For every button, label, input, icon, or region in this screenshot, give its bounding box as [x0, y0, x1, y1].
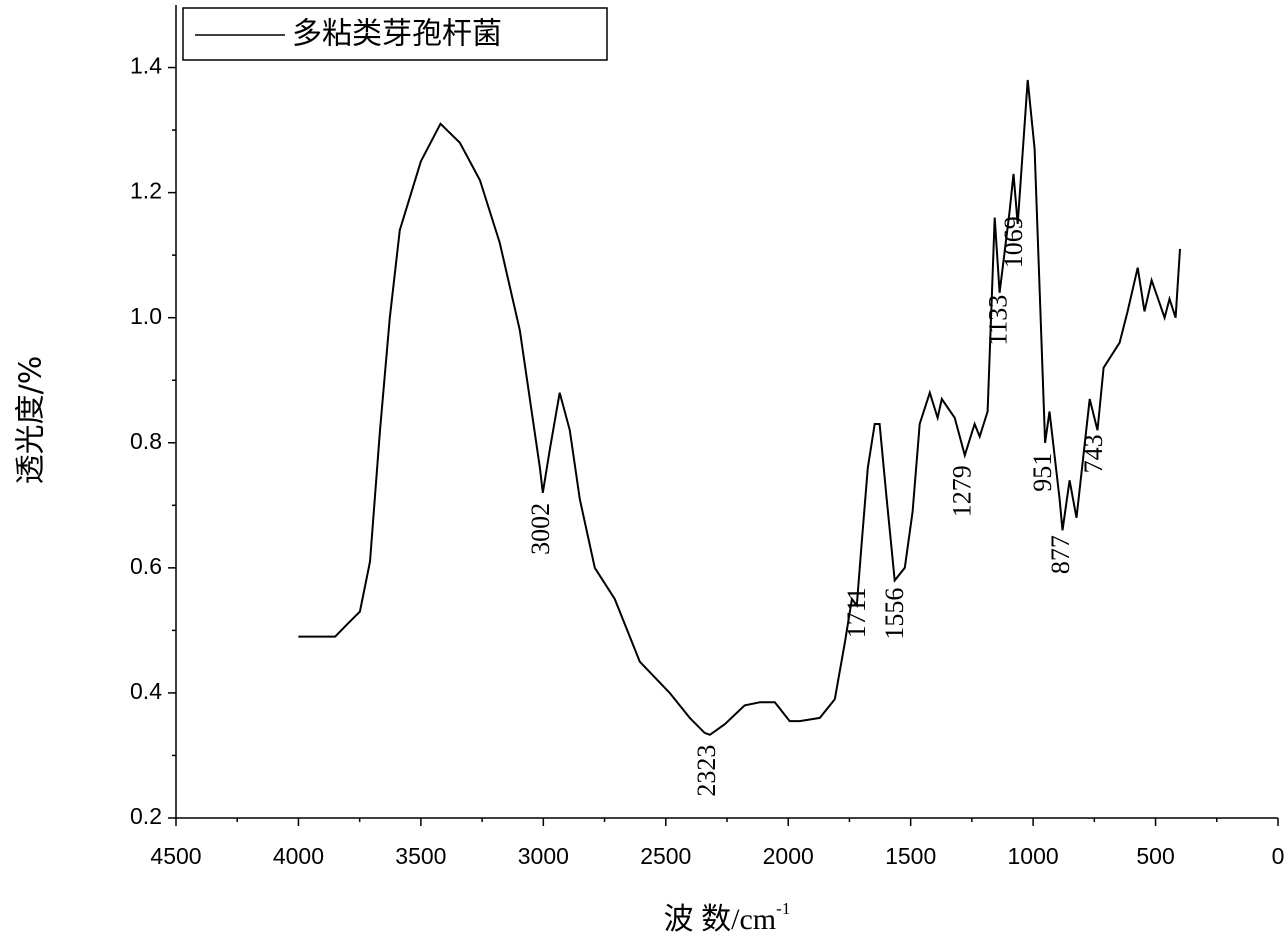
y-tick-label: 0.2: [130, 803, 162, 829]
peak-label: 1711: [842, 587, 871, 638]
legend-label: 多粘类芽孢杆菌: [292, 17, 502, 52]
y-tick-label: 1.4: [130, 53, 162, 79]
peak-label: 2323: [692, 745, 721, 797]
x-tick-label: 2500: [640, 843, 691, 869]
legend-box: [182, 7, 608, 61]
x-tick-label: 4000: [273, 843, 324, 869]
x-axis-label-main: 波 数/cm: [664, 903, 777, 936]
y-tick-label: 0.6: [130, 553, 162, 579]
peak-label: 1279: [948, 465, 977, 517]
peak-label: 1069: [999, 216, 1028, 268]
peak-label: 743: [1079, 434, 1108, 473]
x-tick-label: 3500: [395, 843, 446, 869]
x-tick-label: 500: [1136, 843, 1174, 869]
y-tick-label: 0.4: [130, 678, 162, 704]
x-tick-label: 1000: [1008, 843, 1059, 869]
x-axis-label: 波 数/cm-1: [664, 899, 791, 936]
x-tick-label: 4500: [150, 843, 201, 869]
x-tick-label: 2000: [763, 843, 814, 869]
peak-label: 3002: [526, 503, 555, 555]
x-tick-label: 1500: [885, 843, 936, 869]
y-tick-label: 0.8: [130, 428, 162, 454]
peak-label: 877: [1046, 535, 1075, 574]
x-tick-label: 3000: [518, 843, 569, 869]
spectrum-line: [298, 79, 1181, 736]
x-tick-label: 0: [1272, 843, 1285, 869]
x-axis-label-sup: -1: [776, 899, 790, 918]
peak-label: 1556: [880, 588, 909, 640]
y-tick-label: 1.0: [130, 303, 162, 329]
peak-label: 1133: [984, 295, 1013, 346]
y-axis-label: 透光度/%: [14, 356, 49, 485]
peak-label: 951: [1028, 453, 1057, 492]
y-tick-label: 1.2: [130, 178, 162, 204]
